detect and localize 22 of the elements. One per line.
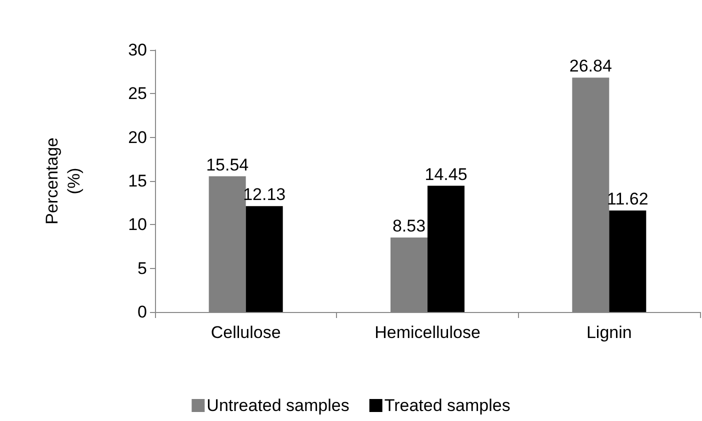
x-tick-label: Hemicellulose [374, 323, 480, 342]
y-tick-label: 10 [128, 215, 147, 234]
legend-label: Untreated samples [206, 396, 350, 415]
y-tick-label: 30 [128, 40, 147, 60]
y-tick-label: 0 [138, 302, 147, 322]
data-label: 15.54 [206, 155, 249, 174]
bar [246, 206, 283, 312]
bar [609, 210, 646, 312]
y-axis-title: Percentage (%) [42, 138, 84, 224]
y-tick-label: 5 [138, 258, 147, 278]
x-tick-label: Lignin [586, 323, 632, 342]
data-label: 26.84 [569, 56, 612, 76]
data-label: 12.13 [243, 185, 286, 204]
data-label: 8.53 [392, 216, 426, 236]
bar [428, 186, 464, 312]
legend-label: Treated samples [384, 396, 510, 415]
y-tick-label: 25 [128, 84, 147, 104]
data-label: 11.62 [607, 190, 648, 209]
x-tick-label: Cellulose [210, 323, 281, 342]
y-tick-label: 20 [128, 128, 147, 147]
y-tick-label: 15 [128, 172, 147, 190]
data-label: 14.45 [424, 164, 468, 184]
